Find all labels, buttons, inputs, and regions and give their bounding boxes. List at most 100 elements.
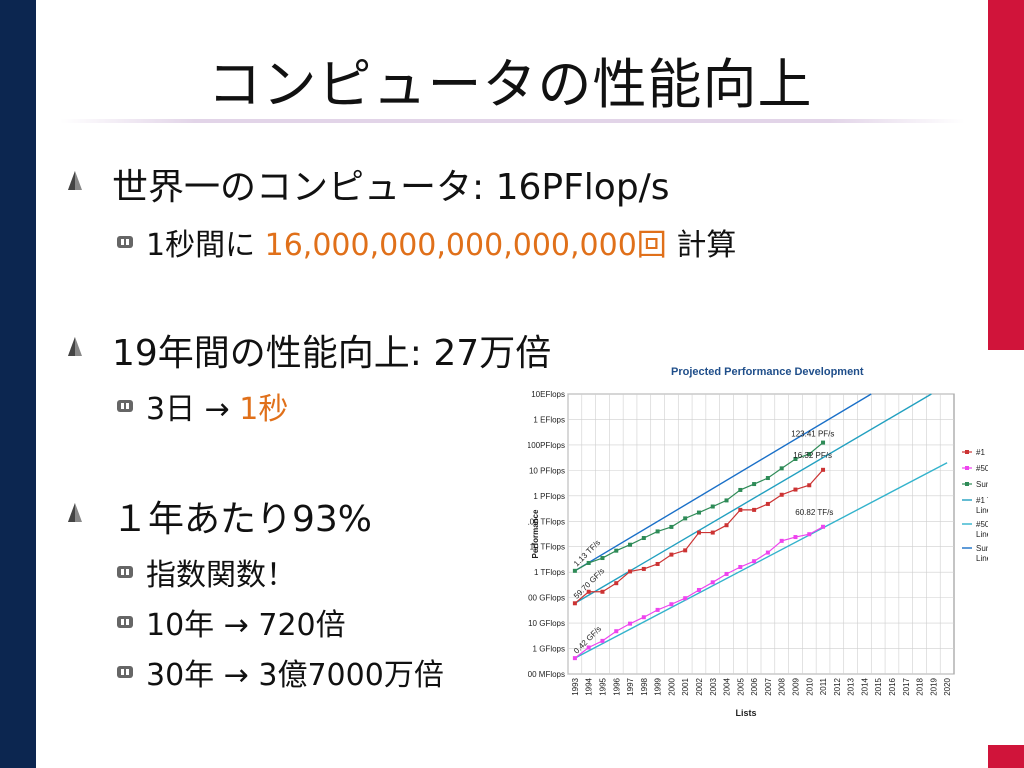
- y-tick-label: 1 EFlops: [533, 415, 565, 424]
- right-accent-bar-bottom: [988, 745, 1024, 768]
- annotation-label: 123.41 PF/s: [791, 430, 834, 439]
- legend-label: #1: [976, 448, 985, 457]
- data-point-sum: [793, 456, 798, 461]
- trend-line--1-trend-line: [574, 393, 932, 604]
- x-tick-label: 1999: [654, 677, 663, 695]
- data-point--500: [669, 602, 674, 607]
- x-tick-label: 2019: [929, 677, 938, 695]
- x-tick-label: 2016: [888, 677, 897, 695]
- legend-label: #1 Trend: [976, 496, 988, 505]
- trend-line--500-trend-line: [574, 462, 948, 659]
- y-tick-label: 10 GFlops: [528, 619, 565, 628]
- bullet-2-text: 19年間の性能向上: 27万倍: [112, 333, 552, 374]
- annotation-label: 16.32 PF/s: [793, 451, 832, 460]
- x-tick-label: 2007: [764, 677, 773, 695]
- data-point-sum: [572, 568, 577, 573]
- data-point-sum: [807, 451, 812, 456]
- data-point-sum: [724, 498, 729, 503]
- left-accent-bar: [0, 0, 36, 768]
- pyramid-bullet-icon: [68, 171, 82, 190]
- bullet-1-sub-1: 1秒間に 16,000,000,000,000,000回 計算: [146, 220, 736, 264]
- data-point-sum: [641, 536, 646, 541]
- data-point-sum: [696, 510, 701, 515]
- sub-prefix: 1秒間に: [146, 228, 265, 263]
- data-point--500: [641, 615, 646, 620]
- x-tick-label: 2001: [681, 677, 690, 695]
- data-point--1: [752, 507, 757, 512]
- legend-marker-sum: [965, 482, 969, 486]
- data-point--500: [807, 532, 812, 537]
- data-point--500: [779, 538, 784, 543]
- sub-accent: 1秒: [239, 392, 289, 427]
- sub-accent: 16,000,000,000,000,000回: [264, 228, 667, 263]
- data-point-sum: [738, 487, 743, 492]
- sub-prefix: 3日 →: [146, 392, 240, 427]
- y-tick-label: 100PFlops: [528, 441, 565, 450]
- data-point-sum: [683, 516, 688, 521]
- data-point--1: [669, 552, 674, 557]
- bullet-3-text: １年あたり93%: [112, 499, 373, 540]
- sub-suffix: 計算: [666, 228, 737, 263]
- data-point--1: [696, 530, 701, 535]
- data-point--1: [572, 601, 577, 606]
- x-tick-label: 1995: [598, 677, 607, 695]
- data-point-sum: [628, 542, 633, 547]
- legend-label: Sum Trend: [976, 544, 988, 553]
- data-point--500: [710, 580, 715, 585]
- data-point--500: [696, 587, 701, 592]
- data-point--1: [586, 589, 591, 594]
- data-point--1: [628, 569, 633, 574]
- y-tick-label: 10EFlops: [531, 390, 565, 399]
- y-tick-label: 10 PFlops: [529, 466, 565, 475]
- x-tick-label: 2010: [805, 677, 814, 695]
- box-subbullet-icon: [117, 400, 133, 412]
- bullet-1-text: 世界一のコンピュータ: 16PFlop/s: [112, 167, 670, 208]
- data-point-sum: [614, 548, 619, 553]
- pyramid-bullet-icon: [68, 503, 82, 522]
- x-tick-label: 2002: [695, 677, 704, 695]
- data-point--1: [683, 548, 688, 553]
- legend-label: Line: [976, 554, 988, 563]
- data-point--500: [614, 629, 619, 634]
- legend-label: Line: [976, 530, 988, 539]
- data-point--500: [683, 596, 688, 601]
- performance-chart: Projected Performance Development 100 MFl…: [528, 366, 988, 718]
- box-subbullet-icon: [117, 616, 133, 628]
- right-accent-bar-top: [988, 0, 1024, 350]
- data-point--1: [821, 467, 826, 472]
- data-point--500: [586, 645, 591, 650]
- data-point--500: [738, 564, 743, 569]
- data-point--500: [655, 607, 660, 612]
- annotation-label: 60.82 TF/s: [795, 508, 833, 517]
- title-divider: [60, 119, 965, 123]
- data-point--1: [724, 523, 729, 528]
- slide-title: コンピュータの性能向上: [207, 53, 813, 116]
- data-point-sum: [655, 529, 660, 534]
- data-point--500: [821, 524, 826, 529]
- x-tick-label: 2009: [791, 677, 800, 695]
- x-tick-label: 2011: [819, 677, 828, 695]
- legend-marker--500: [965, 466, 969, 470]
- y-axis-label: Performance: [531, 509, 540, 558]
- pyramid-bullet-icon: [68, 337, 82, 356]
- box-subbullet-icon: [117, 666, 133, 678]
- data-point--500: [793, 535, 798, 540]
- data-point--1: [793, 487, 798, 492]
- data-point-sum: [710, 504, 715, 509]
- x-tick-label: 2003: [709, 677, 718, 695]
- chart-title: Projected Performance Development: [671, 366, 864, 378]
- x-tick-label: 1994: [585, 677, 594, 695]
- data-point-sum: [600, 556, 605, 561]
- x-tick-label: 2000: [667, 677, 676, 695]
- data-point-sum: [779, 466, 784, 471]
- trend-line-sum-trend-line: [574, 393, 872, 572]
- data-point--1: [807, 483, 812, 488]
- x-tick-label: 1993: [571, 677, 580, 695]
- legend-marker--1: [965, 450, 969, 454]
- box-subbullet-icon: [117, 236, 133, 248]
- x-tick-label: 2017: [902, 677, 911, 695]
- y-tick-label: 1 TFlops: [534, 568, 565, 577]
- bullet-2-sub-1: 3日 → 1秒: [146, 384, 288, 428]
- data-point-sum: [669, 524, 674, 529]
- data-point--1: [614, 581, 619, 586]
